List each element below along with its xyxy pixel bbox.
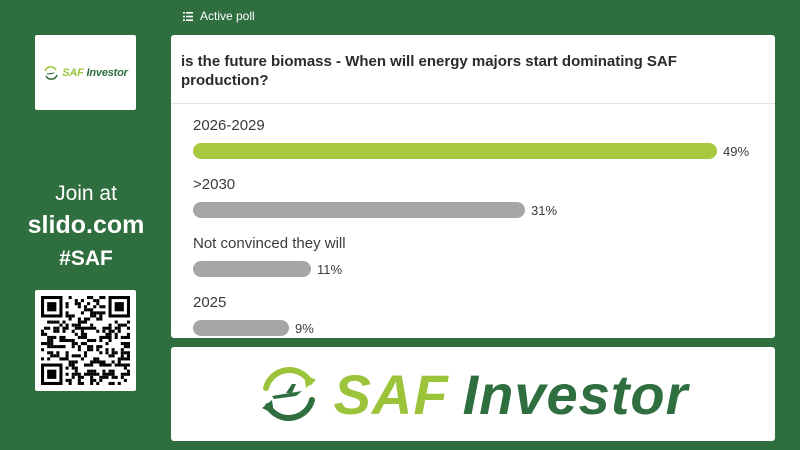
- poll-option: 2026-2029 49%: [193, 116, 753, 173]
- qr-code-card: [35, 290, 136, 391]
- list-icon: [183, 11, 193, 21]
- option-label: 2026-2029: [193, 117, 265, 134]
- option-label: Not convinced they will: [193, 235, 346, 252]
- brand-saf-text: SAF: [333, 362, 449, 426]
- result-percent: 31%: [531, 202, 558, 218]
- plane-cycle-icon: [261, 367, 316, 421]
- brand-saf-text: SAF: [62, 66, 84, 79]
- poll-options: 2026-2029 49% >2030 31% Not convinced th…: [171, 104, 775, 350]
- result-bar: [193, 320, 289, 336]
- result-bar: [193, 261, 311, 277]
- result-percent: 11%: [317, 261, 343, 277]
- result-bar: [193, 143, 717, 159]
- poll-option: >2030 31%: [193, 175, 753, 232]
- result-percent: 9%: [295, 320, 314, 336]
- poll-option: Not convinced they will 11%: [193, 234, 753, 291]
- poll-card: is the future biomass - When will energy…: [171, 35, 775, 338]
- brand-investor-text: Investor: [86, 66, 128, 79]
- join-at-text: Join at: [55, 182, 117, 205]
- active-poll-header: Active poll: [183, 9, 255, 23]
- plane-cycle-icon: [44, 65, 58, 80]
- saf-investor-logo: SAF Investor: [43, 65, 128, 80]
- active-poll-label: Active poll: [200, 9, 255, 23]
- option-label: >2030: [193, 176, 236, 193]
- result-bar: [193, 202, 525, 218]
- result-percent: 49%: [723, 143, 750, 159]
- brand-investor-text: Investor: [462, 362, 689, 426]
- qr-code-icon: [41, 296, 130, 385]
- saf-investor-logo-card: SAF Investor: [35, 35, 136, 110]
- saf-investor-banner: SAF Investor: [171, 347, 775, 441]
- join-site-text: slido.com: [27, 211, 145, 239]
- saf-investor-large-logo: SAF Investor: [258, 362, 689, 427]
- poll-question: is the future biomass - When will energy…: [171, 35, 775, 104]
- poll-option: 2025 9%: [193, 293, 753, 350]
- join-instructions: Join at slido.com #SAF: [0, 180, 172, 274]
- option-label: 2025: [193, 294, 227, 311]
- event-code-text: #SAF: [59, 247, 113, 270]
